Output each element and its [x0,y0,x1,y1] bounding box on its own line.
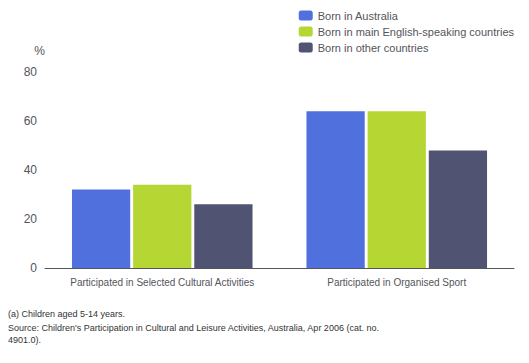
svg-text:(a) Children aged 5-14 years.: (a) Children aged 5-14 years. [8,309,125,319]
svg-text:Participated in Organised Spor: Participated in Organised Sport [327,277,466,288]
svg-text:Born in Australia: Born in Australia [318,10,399,22]
svg-text:20: 20 [24,212,38,226]
svg-text:Born in main English-speaking: Born in main English-speaking countries [318,26,515,38]
svg-text:40: 40 [24,163,38,177]
svg-text:4901.0).: 4901.0). [8,335,41,345]
svg-text:%: % [34,44,45,58]
svg-text:Born in other countries: Born in other countries [318,42,429,54]
svg-text:60: 60 [24,114,38,128]
svg-text:80: 80 [24,65,38,79]
svg-text:0: 0 [30,261,37,275]
svg-text:Participated in Selected Cultu: Participated in Selected Cultural Activi… [70,277,254,288]
svg-text:Source: Children's Participati: Source: Children's Participation in Cult… [8,323,381,333]
